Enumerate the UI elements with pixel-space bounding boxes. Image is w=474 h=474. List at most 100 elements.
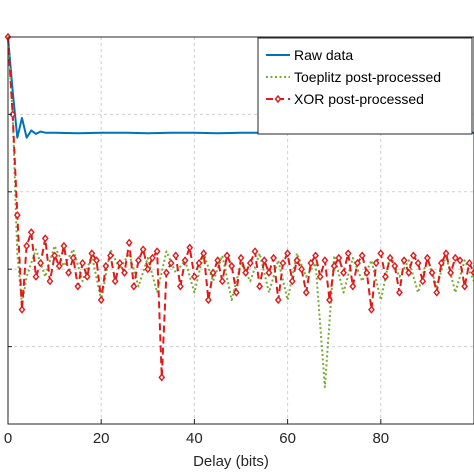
- data-point: [223, 251, 231, 260]
- data-point: [302, 288, 310, 297]
- data-point: [209, 268, 217, 277]
- data-point: [256, 282, 264, 291]
- data-point: [83, 272, 91, 281]
- data-point: [456, 256, 464, 265]
- legend-box: [257, 37, 473, 135]
- data-point: [32, 272, 40, 281]
- data-point: [214, 256, 222, 265]
- data-point: [423, 253, 431, 262]
- data-point: [396, 288, 403, 297]
- x-tick-label: 80: [372, 430, 389, 447]
- data-point: [391, 261, 399, 271]
- data-point: [354, 258, 361, 268]
- data-point: [461, 282, 469, 291]
- data-point: [279, 258, 287, 268]
- data-point: [270, 253, 278, 262]
- data-point: [190, 272, 198, 281]
- data-point: [405, 268, 413, 277]
- data-point: [382, 272, 389, 281]
- data-point: [410, 251, 417, 260]
- series-toeplitz-post-processed: [7, 36, 474, 389]
- data-point: [363, 268, 371, 277]
- data-point: [321, 256, 329, 265]
- series-line-toeplitz-post-processed: [7, 36, 474, 389]
- legend: Raw data Toeplitz post-processed XOR post-…: [257, 37, 473, 135]
- data-point: [368, 305, 375, 314]
- data-point: [251, 247, 259, 256]
- data-point: [167, 258, 175, 268]
- data-point: [293, 256, 301, 265]
- plot-frame: [7, 36, 474, 425]
- data-point: [204, 295, 212, 305]
- x-axis: 0 20 40 60 80: [4, 36, 389, 447]
- data-point: [316, 272, 324, 281]
- data-point: [284, 249, 292, 258]
- data-point: [237, 253, 245, 262]
- data-point: [163, 268, 170, 277]
- x-tick-label: 20: [93, 430, 110, 447]
- data-point: [69, 253, 77, 262]
- data-point: [246, 258, 254, 268]
- data-point: [41, 234, 49, 243]
- data-point: [195, 258, 203, 268]
- data-point: [340, 268, 347, 277]
- data-point: [442, 249, 450, 258]
- data-point: [465, 258, 473, 268]
- x-axis-label: Delay (bits): [193, 453, 269, 470]
- data-point: [298, 265, 305, 274]
- legend-label-raw-data: Raw data: [294, 47, 353, 63]
- data-point: [265, 268, 273, 277]
- legend-marker: [274, 94, 282, 104]
- data-point: [153, 247, 161, 256]
- data-point: [9, 110, 17, 119]
- data-point: [335, 253, 343, 262]
- data-point: [60, 241, 68, 250]
- data-point: [414, 258, 422, 268]
- data-point: [144, 265, 152, 274]
- data-point: [400, 256, 408, 265]
- data-point: [18, 305, 26, 314]
- data-point: [93, 256, 100, 265]
- data-point: [428, 268, 436, 277]
- data-point: [27, 228, 35, 237]
- x-tick-label: 0: [4, 430, 12, 447]
- data-point: [23, 241, 31, 250]
- data-point: [260, 256, 268, 265]
- data-point: [218, 277, 226, 286]
- data-point: [437, 258, 445, 268]
- data-point: [79, 258, 86, 268]
- data-point: [386, 253, 394, 262]
- data-point: [200, 249, 208, 258]
- data-point: [349, 282, 357, 291]
- data-point: [470, 268, 474, 277]
- series-layer: [4, 32, 474, 389]
- data-point: [37, 258, 45, 268]
- data-point: [55, 261, 63, 271]
- data-point: [88, 249, 96, 258]
- data-point: [274, 295, 282, 305]
- data-point: [97, 295, 105, 305]
- legend-label-xor-post-processed: XOR post-processed: [294, 91, 424, 107]
- data-point: [13, 211, 21, 220]
- data-point: [149, 253, 156, 262]
- data-point: [377, 249, 385, 258]
- data-point: [121, 268, 128, 277]
- x-tick-label: 40: [186, 430, 203, 447]
- data-point: [111, 277, 119, 286]
- data-point: [181, 256, 189, 265]
- data-point: [107, 251, 114, 260]
- x-tick-label: 60: [279, 430, 296, 447]
- data-point: [74, 282, 82, 291]
- data-point: [130, 282, 138, 291]
- data-point: [419, 277, 427, 286]
- data-point: [51, 251, 59, 260]
- data-point: [451, 253, 459, 262]
- data-point: [358, 251, 366, 260]
- data-point: [344, 249, 352, 258]
- data-point: [139, 245, 147, 254]
- series-xor-post-processed: [4, 32, 474, 382]
- data-point: [330, 261, 338, 271]
- data-point: [433, 288, 441, 297]
- data-point: [372, 258, 380, 268]
